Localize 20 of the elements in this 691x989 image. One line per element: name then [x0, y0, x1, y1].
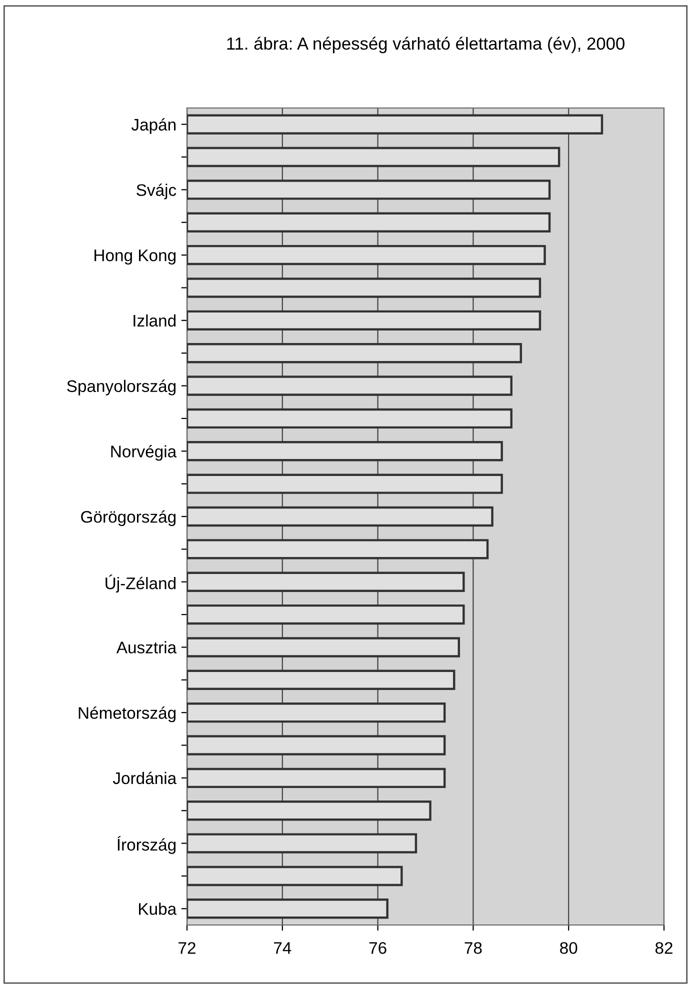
y-tick-label: Norvégia: [111, 445, 177, 461]
y-tick-label: Spanyolország: [67, 380, 176, 396]
y-tick-label: Görögország: [81, 510, 176, 526]
x-tick-label: 72: [178, 942, 196, 954]
y-tick-label: Svájc: [136, 184, 176, 200]
y-tick-label: Izland: [134, 314, 176, 327]
y-tick-label: Írország: [118, 836, 176, 854]
y-tick-label: Hong Kong: [94, 250, 176, 265]
y-tick-label: Japán: [131, 118, 176, 134]
y-tick-label: Ausztria: [116, 641, 177, 654]
x-tick-label: 76: [369, 942, 386, 954]
y-tick-label: Jordánia: [112, 772, 177, 784]
x-tick-label: 78: [464, 942, 482, 954]
x-tick-label: 82: [655, 942, 672, 954]
y-tick-label: Új-Zéland: [106, 574, 176, 593]
x-tick-label: 74: [274, 942, 292, 954]
y-tick-label: Németország: [78, 706, 176, 722]
chart-title: 11. ábra: A népesség várható élettartama (év), 2000: [227, 36, 624, 54]
x-tick-label: 80: [560, 942, 578, 954]
y-tick-label: Kuba: [139, 902, 177, 915]
